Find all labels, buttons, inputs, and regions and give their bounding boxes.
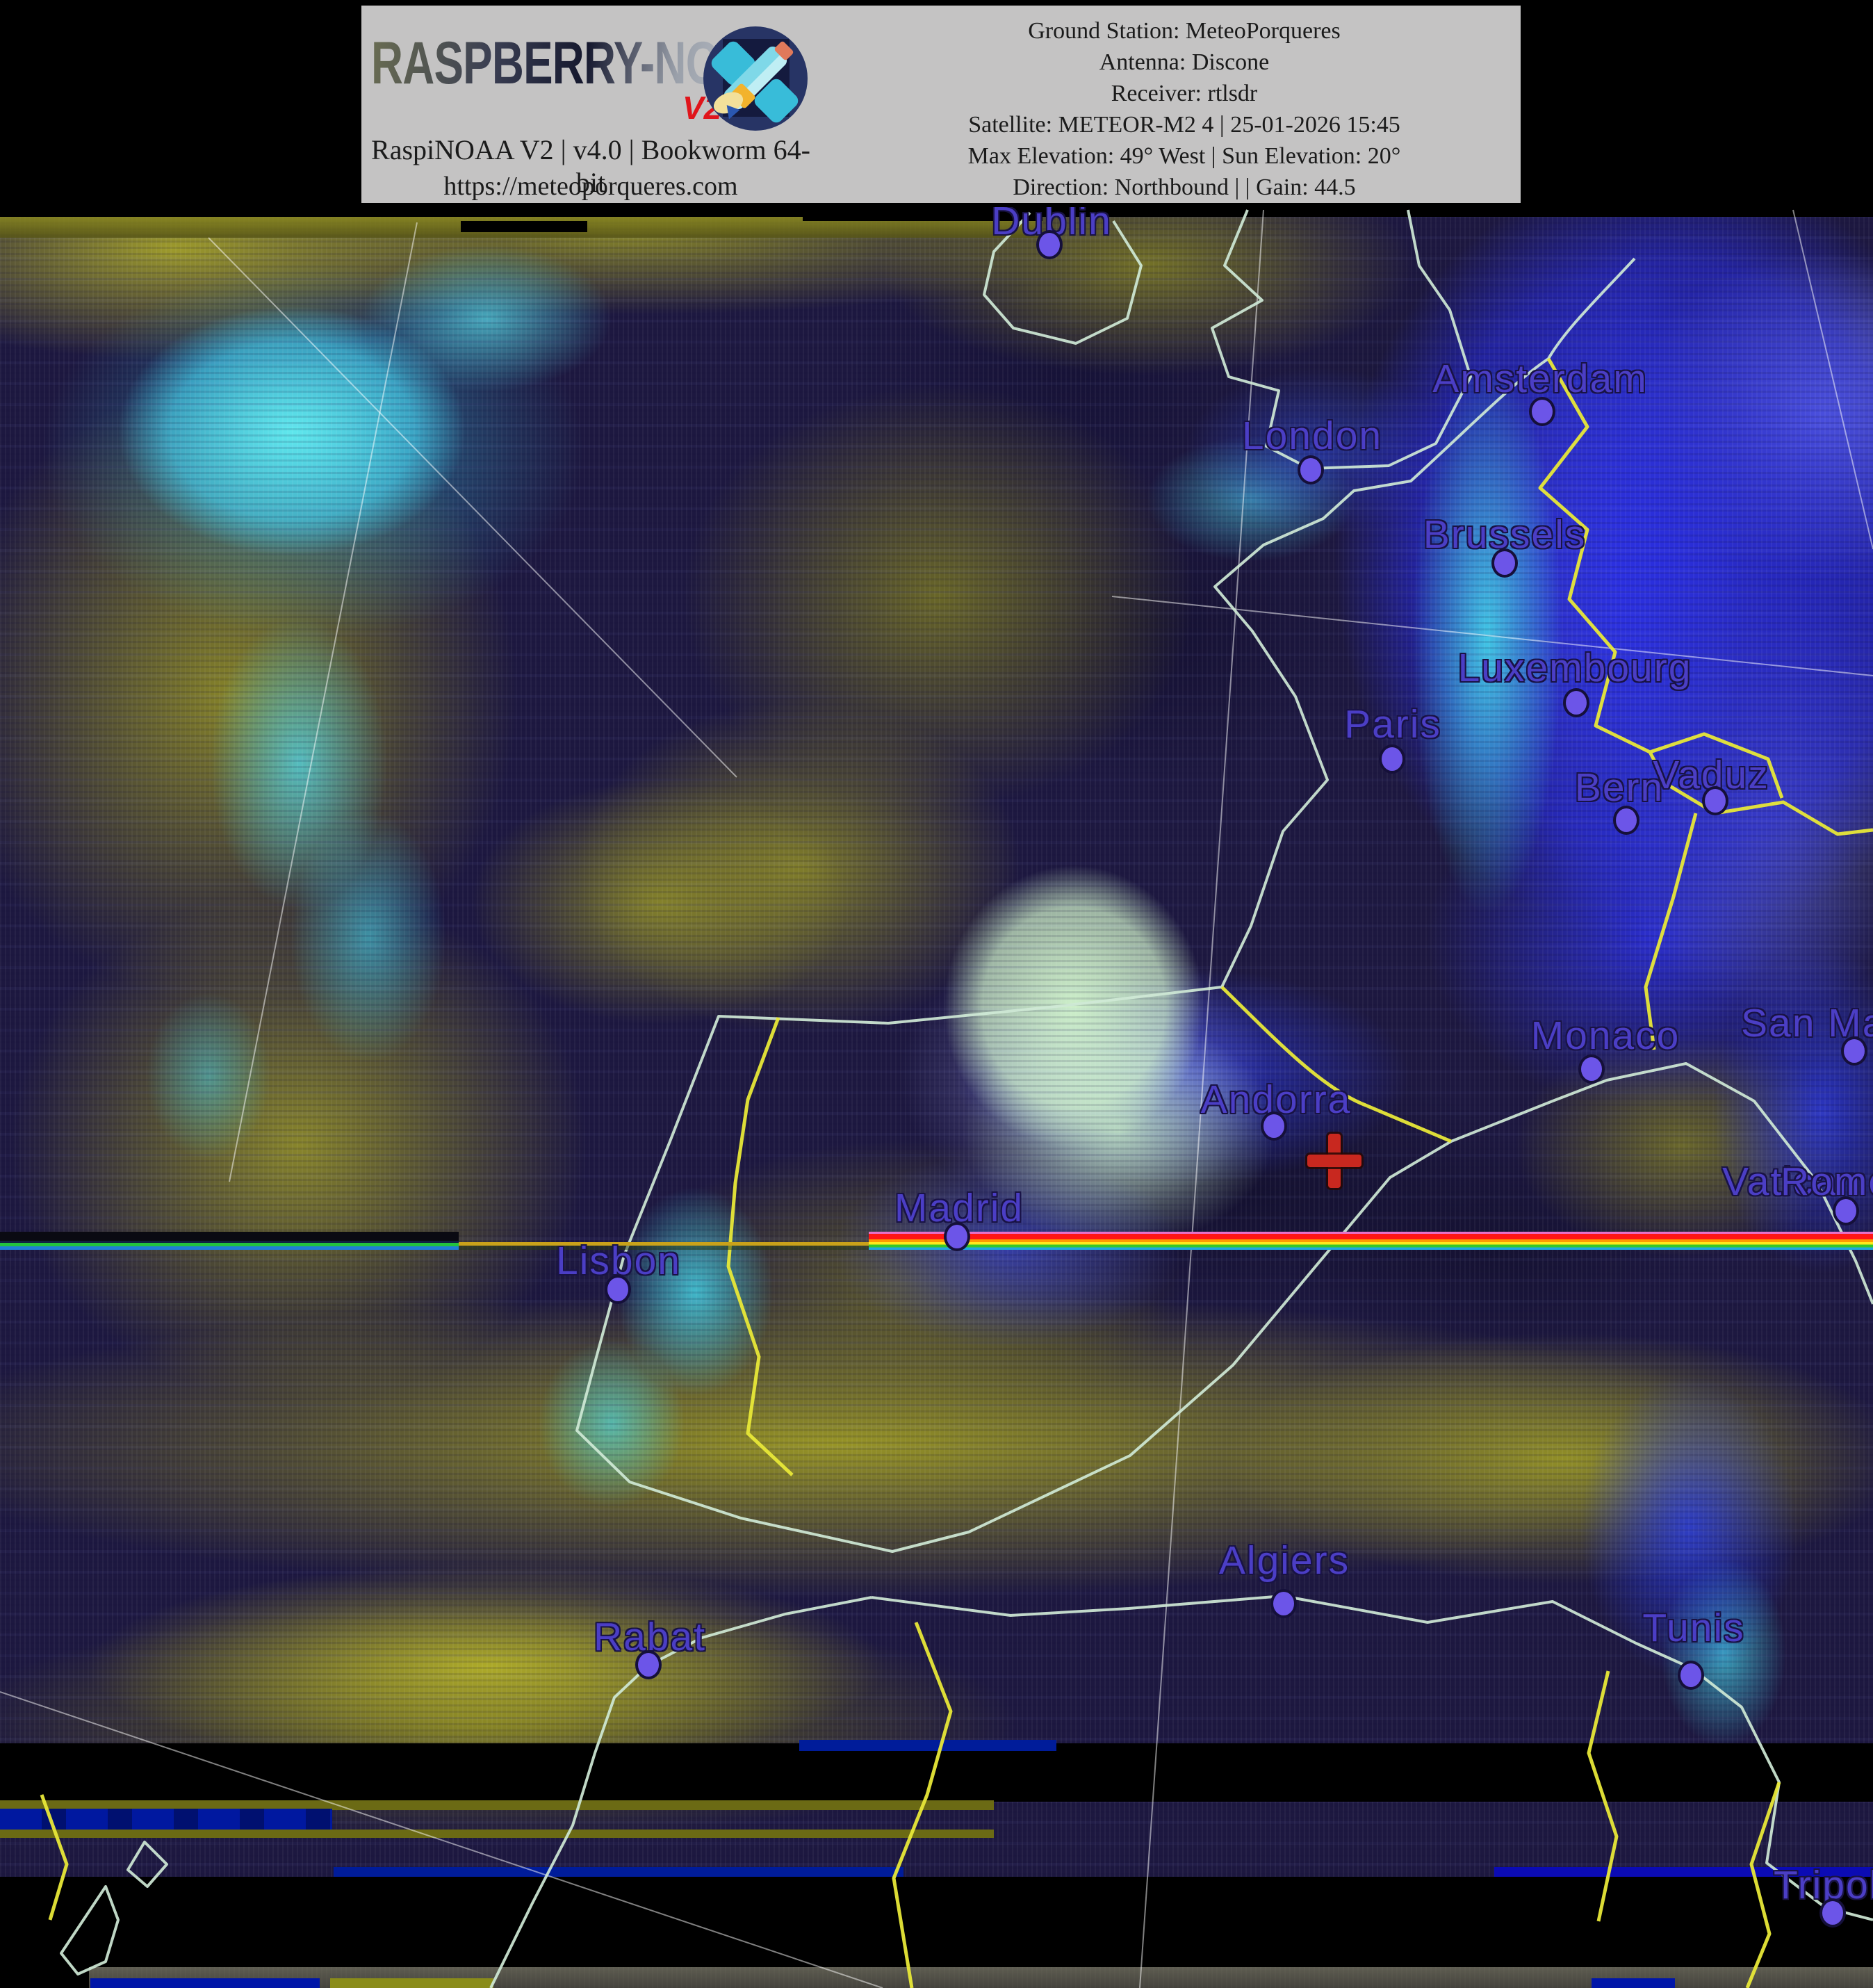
city-label-bern: Bern	[1574, 765, 1665, 810]
glitch-segment	[0, 1232, 459, 1250]
glitch-band	[334, 1867, 903, 1877]
header-banner: RASPBERRY-NOAA V2 RaspiNOAA V2 | v4.0 | …	[361, 6, 1521, 203]
ground-station-cross	[1307, 1134, 1361, 1188]
city-marker-paris	[1379, 744, 1405, 774]
satellite-map: Dublin London Amsterdam Brussels Luxembourg P…	[0, 207, 1873, 1988]
glitch-band	[799, 1740, 1056, 1751]
city-label-london: London	[1241, 414, 1383, 458]
glitch-band	[461, 221, 587, 232]
satellite-line: Satellite: METEOR-M2 4 | 25-01-2026 15:4…	[968, 112, 1400, 138]
glitch-band	[803, 213, 1042, 221]
city-label-vatican: Vatican	[1722, 1159, 1861, 1204]
glitch-band	[0, 1809, 332, 1830]
city-marker-bern	[1613, 806, 1639, 835]
elevation-line: Max Elevation: 49° West | Sun Elevation:…	[967, 143, 1401, 169]
glitch-band	[1592, 1978, 1675, 1988]
glitch-band	[0, 1743, 1873, 1802]
city-marker-lisbon	[605, 1275, 631, 1304]
city-marker-rabat	[635, 1650, 662, 1679]
pass-info-block: Ground Station: MeteoPorqueres Antenna: …	[848, 6, 1521, 203]
coastlines	[60, 209, 1873, 1988]
city-marker-monaco	[1578, 1054, 1605, 1084]
glitch-band	[330, 1978, 493, 1988]
glitch-band	[0, 1877, 1873, 1967]
version-line: RaspiNOAA V2 | v4.0 | Bookworm 64-bit	[371, 134, 810, 198]
city-label-tunis: Tunis	[1642, 1606, 1745, 1650]
city-marker-amsterdam	[1529, 397, 1555, 426]
city-marker-dublin	[1036, 230, 1063, 259]
station-url: https://meteoporqueres.com	[443, 172, 738, 201]
city-label-amsterdam: Amsterdam	[1432, 357, 1648, 401]
antenna-line: Antenna: Discone	[1099, 49, 1270, 75]
city-label-tripoli: Tripoli	[1774, 1863, 1873, 1907]
city-label-monaco: Monaco	[1530, 1013, 1680, 1058]
city-label-rome: Rome	[1781, 1159, 1873, 1204]
glitch-band	[0, 1830, 994, 1838]
receiver-line: Receiver: rtlsdr	[1111, 81, 1258, 106]
glitch-band	[90, 1978, 320, 1988]
city-marker-luxembourg	[1563, 688, 1589, 717]
city-label-paris: Paris	[1344, 702, 1441, 747]
city-marker-algiers	[1270, 1589, 1297, 1618]
satellite-logo-icon	[703, 26, 808, 131]
city-marker-tripoli	[1819, 1898, 1846, 1928]
city-marker-london	[1298, 455, 1324, 484]
map-line-overlay	[0, 209, 1873, 1988]
city-marker-vatican	[1833, 1196, 1859, 1225]
glitch-band	[0, 1800, 994, 1810]
glitch-segment	[869, 1232, 1873, 1250]
city-layer: Dublin London Amsterdam Brussels Luxembourg P…	[0, 207, 1873, 1988]
graticule-lines	[0, 209, 1873, 1988]
city-marker-andorra	[1261, 1111, 1287, 1141]
city-marker-brussels	[1491, 548, 1518, 578]
rainbow-glitch-line	[0, 1232, 1873, 1250]
city-marker-madrid	[944, 1222, 970, 1251]
ground-station-line: Ground Station: MeteoPorqueres	[1028, 18, 1341, 44]
glitch-band	[0, 207, 1873, 217]
direction-gain-line: Direction: Northbound | | Gain: 44.5	[1013, 174, 1356, 200]
city-label-algiers: Algiers	[1218, 1538, 1350, 1583]
city-marker-vaduz	[1702, 786, 1728, 815]
city-marker-tunis	[1678, 1661, 1704, 1690]
country-borders	[40, 357, 1873, 1988]
city-label-luxembourg: Luxembourg	[1457, 646, 1692, 690]
glitch-band	[1494, 1867, 1873, 1877]
banner-left-column: RASPBERRY-NOAA V2 RaspiNOAA V2 | v4.0 | …	[361, 6, 848, 203]
city-marker-san-marino	[1841, 1036, 1867, 1066]
glitch-segment	[459, 1232, 869, 1250]
